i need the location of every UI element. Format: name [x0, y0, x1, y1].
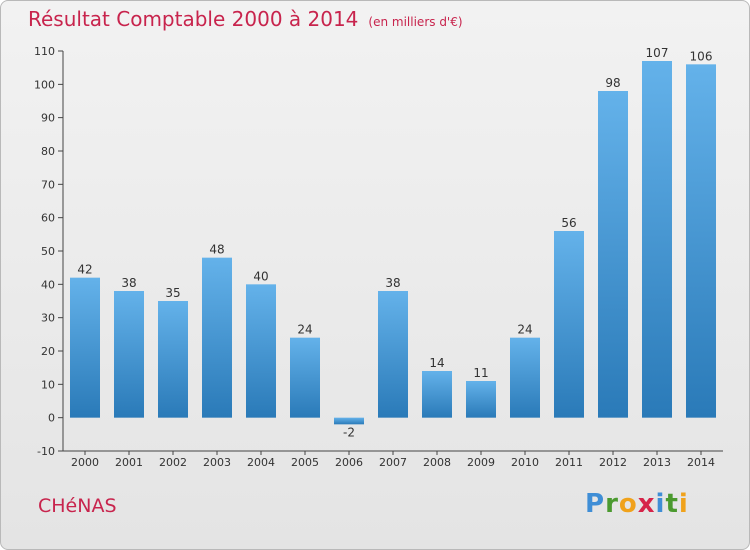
- x-tick-label: 2011: [555, 456, 583, 469]
- x-tick-label: 2013: [643, 456, 671, 469]
- logo-letter: i: [678, 489, 689, 519]
- bar-value-label: 40: [253, 269, 268, 283]
- bar: [70, 277, 100, 418]
- x-tick-label: 2014: [687, 456, 715, 469]
- bar-value-label: 38: [121, 276, 136, 290]
- x-tick-label: 2008: [423, 456, 451, 469]
- bar: [158, 301, 188, 418]
- logo-letter: t: [665, 489, 679, 519]
- bar: [598, 91, 628, 418]
- bar: [378, 291, 408, 418]
- place-name: CHéNAS: [38, 495, 117, 517]
- y-tick-label: 40: [41, 278, 55, 291]
- bar: [466, 381, 496, 418]
- bar-value-label: 56: [561, 216, 576, 230]
- x-tick-label: 2009: [467, 456, 495, 469]
- title-text: Résultat Comptable 2000 à 2014: [28, 7, 359, 31]
- bar-value-label: 107: [646, 46, 669, 60]
- bar: [510, 337, 540, 418]
- x-tick-label: 2002: [159, 456, 187, 469]
- chart-title: Résultat Comptable 2000 à 2014 (en millie…: [28, 7, 463, 31]
- bar: [686, 64, 716, 418]
- bar: [554, 231, 584, 418]
- logo-letter: o: [618, 489, 638, 519]
- x-tick-label: 2012: [599, 456, 627, 469]
- x-tick-label: 2001: [115, 456, 143, 469]
- bar-value-label: 106: [690, 49, 713, 63]
- x-tick-label: 2005: [291, 456, 319, 469]
- x-tick-label: 2004: [247, 456, 275, 469]
- bar: [246, 284, 276, 418]
- logo-letter: i: [655, 489, 666, 519]
- y-tick-label: 100: [34, 78, 55, 91]
- x-tick-label: 2007: [379, 456, 407, 469]
- y-tick-label: 90: [41, 112, 55, 125]
- y-tick-label: 80: [41, 145, 55, 158]
- y-tick-label: 10: [41, 378, 55, 391]
- bar: [114, 291, 144, 418]
- logo-letter: P: [585, 489, 606, 519]
- proxiti-logo: Proxiti: [585, 489, 689, 519]
- bar-value-label: 35: [165, 286, 180, 300]
- bar-value-label: 42: [77, 263, 92, 277]
- logo-letter: r: [605, 489, 619, 519]
- y-tick-label: 30: [41, 312, 55, 325]
- bar-value-label: 48: [209, 243, 224, 257]
- bar: [422, 371, 452, 418]
- bar-value-label: 38: [385, 276, 400, 290]
- y-tick-label: -10: [37, 445, 55, 458]
- bar-value-label: 98: [605, 76, 620, 90]
- y-tick-label: 0: [48, 412, 55, 425]
- logo-letter: x: [637, 489, 656, 519]
- bar-value-label: 24: [517, 323, 532, 337]
- y-tick-label: 20: [41, 345, 55, 358]
- bar: [202, 257, 232, 418]
- bar: [290, 337, 320, 418]
- x-tick-label: 2000: [71, 456, 99, 469]
- x-tick-label: 2006: [335, 456, 363, 469]
- unit-label: (en milliers d'€): [368, 15, 463, 29]
- y-tick-label: 60: [41, 212, 55, 225]
- bar-value-label: -2: [343, 425, 355, 439]
- x-tick-label: 2003: [203, 456, 231, 469]
- y-tick-label: 110: [34, 45, 55, 58]
- bar-value-label: 14: [429, 356, 444, 370]
- y-tick-label: 70: [41, 178, 55, 191]
- y-tick-label: 50: [41, 245, 55, 258]
- x-tick-label: 2010: [511, 456, 539, 469]
- bar-value-label: 11: [473, 366, 488, 380]
- bar: [642, 61, 672, 418]
- bar: [334, 417, 364, 425]
- bar-value-label: 24: [297, 323, 312, 337]
